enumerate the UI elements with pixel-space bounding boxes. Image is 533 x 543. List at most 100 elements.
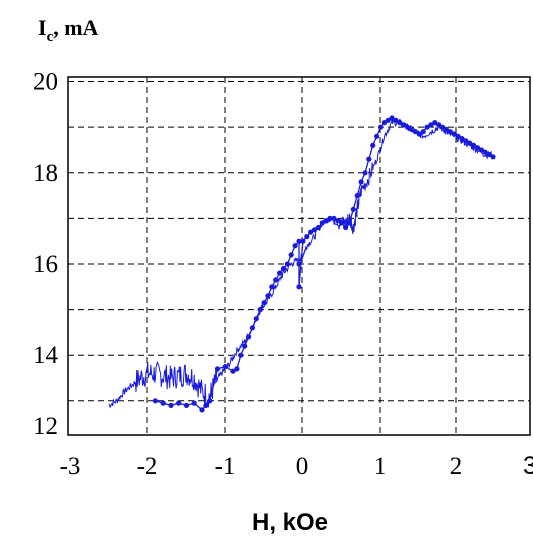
x-tick-label: 1 xyxy=(374,453,387,480)
data-point xyxy=(152,398,158,404)
data-point xyxy=(354,193,360,199)
data-point xyxy=(401,122,407,128)
x-tick-label: 0 xyxy=(296,453,309,480)
data-point xyxy=(374,133,380,139)
data-point xyxy=(385,117,391,123)
data-point xyxy=(451,131,457,137)
data-point xyxy=(381,120,387,126)
data-point xyxy=(308,229,314,235)
y-axis-label-rest: , mA xyxy=(53,15,98,40)
y-axis-label: Ic, mA xyxy=(38,15,99,45)
data-point xyxy=(327,215,333,221)
data-point xyxy=(455,133,461,139)
data-point xyxy=(246,334,252,340)
data-point xyxy=(273,277,279,283)
x-tick-label: -1 xyxy=(215,453,236,480)
data-point xyxy=(428,122,434,128)
data-point xyxy=(214,366,221,372)
data-point xyxy=(467,140,473,146)
data-point xyxy=(393,117,399,123)
data-point xyxy=(443,126,449,132)
series-trace-line xyxy=(108,118,494,409)
data-point xyxy=(474,145,481,151)
data-point xyxy=(280,265,287,272)
y-axis-label-sub: c xyxy=(47,29,54,45)
x-tick-labels: -3 -2 -1 0 1 2 3 xyxy=(60,452,533,480)
data-point xyxy=(253,316,259,322)
x-tick-label: 3 xyxy=(523,452,533,480)
data-point xyxy=(319,220,325,226)
data-point xyxy=(377,124,384,130)
y-tick-label: 14 xyxy=(33,342,59,369)
data-point xyxy=(490,154,496,160)
data-point xyxy=(432,120,438,126)
data-point xyxy=(296,238,302,244)
data-point xyxy=(315,224,321,231)
data-point xyxy=(482,149,488,155)
data-point xyxy=(183,402,190,408)
data-point xyxy=(412,129,418,135)
data-point xyxy=(471,142,477,148)
y-tick-label: 20 xyxy=(33,69,58,96)
x-tick-label: 2 xyxy=(450,453,463,480)
data-point xyxy=(311,227,318,233)
data-point xyxy=(191,400,197,406)
data-point xyxy=(292,243,298,249)
data-point xyxy=(478,147,484,153)
data-point xyxy=(358,179,364,185)
data-point xyxy=(463,138,469,144)
data-point xyxy=(362,170,368,176)
data-point xyxy=(405,124,411,130)
data-point xyxy=(420,129,426,135)
data-point xyxy=(207,398,213,404)
data-point xyxy=(168,402,174,408)
data-point xyxy=(265,293,271,299)
data-point xyxy=(296,284,302,290)
data-point xyxy=(323,218,329,224)
data-point xyxy=(343,224,349,231)
plot-frame xyxy=(67,76,531,436)
x-axis-label: H, kOe xyxy=(252,509,328,536)
y-axis-label-main: I xyxy=(38,15,47,40)
data-point xyxy=(459,136,465,142)
y-tick-label: 12 xyxy=(33,413,58,440)
data-point xyxy=(249,325,255,331)
data-point xyxy=(424,124,430,130)
data-point xyxy=(269,284,275,290)
data-point xyxy=(436,122,442,128)
y-tick-labels: 12 14 16 18 20 xyxy=(33,69,59,440)
data-point xyxy=(408,126,415,132)
data-point xyxy=(199,407,205,413)
data-point xyxy=(222,364,228,370)
plot-border xyxy=(67,76,531,436)
data-point xyxy=(389,115,395,121)
data-point xyxy=(296,261,302,267)
data-point xyxy=(366,156,372,162)
data-point xyxy=(331,215,337,221)
gridlines xyxy=(68,77,530,435)
data-point xyxy=(350,206,356,212)
data-point xyxy=(339,220,345,226)
x-tick-label: -2 xyxy=(137,453,158,480)
y-tick-label: 18 xyxy=(33,160,58,187)
y-tick-label: 16 xyxy=(33,251,58,278)
x-tick-label: -3 xyxy=(60,453,81,480)
data-point xyxy=(335,218,341,224)
data-point xyxy=(300,238,306,244)
data-point xyxy=(486,151,492,158)
data-point xyxy=(242,343,248,349)
data-point xyxy=(257,307,263,313)
data-point xyxy=(447,129,453,135)
data-point xyxy=(284,261,290,267)
data-point xyxy=(304,234,310,240)
data-point xyxy=(176,400,182,406)
data-point xyxy=(277,270,283,276)
data-point xyxy=(397,120,403,126)
data-series xyxy=(108,115,496,413)
data-point xyxy=(288,252,294,258)
data-point xyxy=(440,124,446,130)
data-point xyxy=(238,352,244,358)
data-point xyxy=(160,400,166,406)
data-point xyxy=(416,131,422,137)
